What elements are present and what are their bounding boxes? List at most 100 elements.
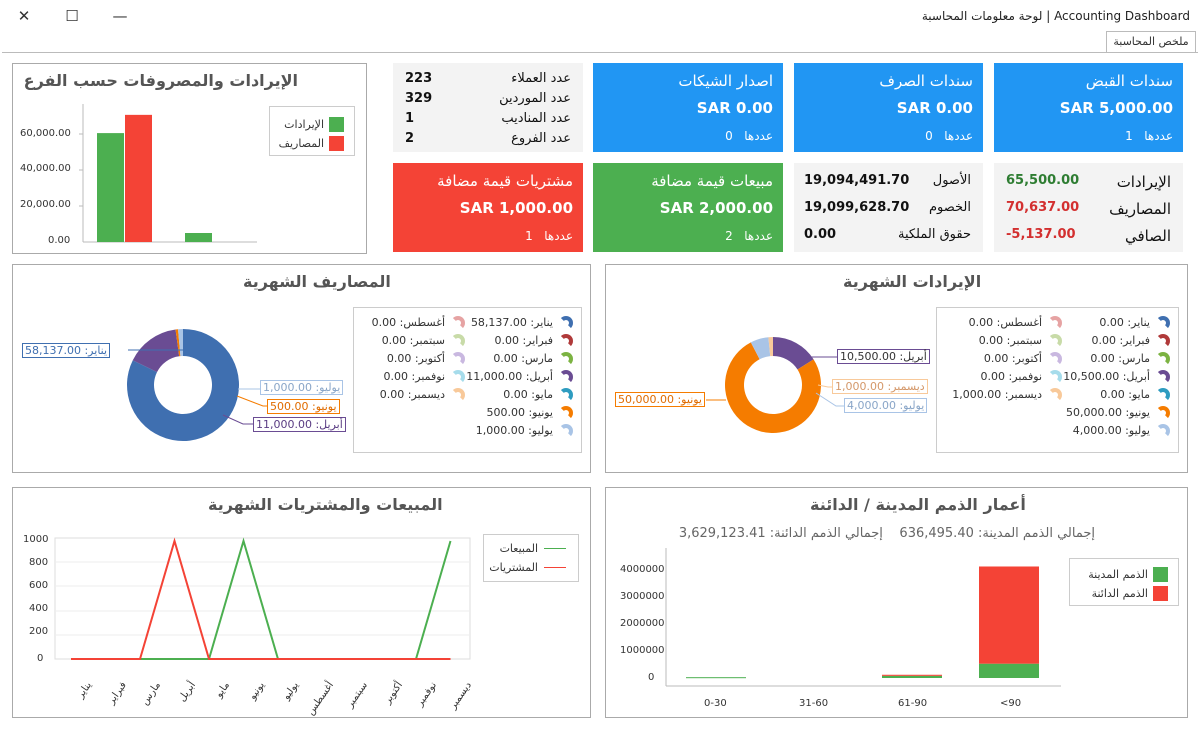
legend-entry: مايو: 0.00 [503, 388, 553, 401]
aging-bar-receivable [882, 675, 942, 678]
aging-summary: إجمالي الذمم المدينة: 636,495.40 إجمالي … [678, 526, 1095, 541]
sales-legend: المبيعات المشتريات [483, 534, 579, 582]
maximize-icon[interactable]: ☐ [65, 7, 79, 25]
legend-arc-icon [559, 424, 573, 438]
legend-arc-icon [559, 370, 573, 384]
legend-arc-icon [451, 316, 465, 330]
bar-0-1 [185, 233, 212, 242]
revenues-donut [706, 337, 844, 433]
tile-title: سندات الصرف [879, 72, 973, 90]
expenses-legend: يناير: 58,137.00 فبراير: 0.00 مارس: 0.00 أب… [353, 307, 582, 453]
aging-title: أعمار الذمم المدينة / الدائنة [810, 495, 1026, 514]
legend-arc-icon [1156, 406, 1170, 420]
legend-arc-icon [559, 388, 573, 402]
legend-entry: أبريل: 10,500.00 [1063, 370, 1150, 383]
aging-bar-receivable [686, 677, 746, 679]
tile-payments[interactable]: سندات الصرف SAR 0.00 عددها 0 [794, 63, 983, 152]
x-tick: 61-90 [898, 698, 928, 709]
revenues-title: الإيرادات الشهرية [843, 272, 982, 291]
legend-arc-icon [451, 370, 465, 384]
y-tick: 4000000 [620, 564, 665, 575]
expenses-title: المصاريف الشهرية [243, 272, 391, 291]
legend-arc-icon [559, 352, 573, 366]
tile-amount: SAR 1,000.00 [459, 199, 573, 217]
aging-bar-payable [979, 566, 1039, 664]
legend-arc-icon [1156, 424, 1170, 438]
tile-amount: SAR 5,000.00 [1059, 99, 1173, 117]
legend-arc-icon [1156, 370, 1170, 384]
pie-callout: ديسمبر: 1,000.00 [832, 379, 928, 394]
income-label: الإيرادات [1116, 173, 1171, 191]
count-value: 329 [405, 91, 433, 106]
legend-arc-icon [1156, 352, 1170, 366]
y-tick: 1000000 [620, 645, 665, 656]
count-value: 223 [405, 71, 433, 86]
legend-entry: أبريل: 11,000.00 [466, 370, 553, 383]
legend-label: المصاريف [278, 137, 324, 150]
aging-bar-receivable [979, 663, 1039, 678]
tile-vat-sales[interactable]: مبيعات قيمة مضافة SAR 2,000.00 عددها 2 [593, 163, 783, 252]
branch-chart-panel: الإيرادات والمصروفات حسب الفرع 60,000.00… [12, 63, 367, 254]
sales-line-chart [54, 537, 471, 660]
balance-value: 19,099,628.70 [804, 200, 910, 215]
donut-slice [750, 337, 771, 360]
legend-entry: أكتوبر: 0.00 [983, 352, 1042, 365]
pie-callout: يوليو: 4,000.00 [844, 398, 928, 413]
legend-entry: يوليو: 4,000.00 [1072, 424, 1150, 437]
window-title: Accounting Dashboard | لوحة معلومات المح… [921, 9, 1190, 23]
tile-title: مبيعات قيمة مضافة [651, 172, 773, 190]
minimize-icon[interactable]: — [112, 7, 128, 25]
x-tick: <90 [1000, 698, 1022, 709]
donut-slice [175, 329, 181, 357]
legend-entry: سبتمبر: 0.00 [381, 334, 445, 347]
balance-box: الأصول 19,094,491.70 الخصوم 19,099,628.7… [794, 163, 983, 252]
close-icon[interactable]: ✕ [17, 7, 31, 25]
donut-slice [725, 342, 821, 433]
count-label: عدد المناديب [501, 111, 571, 126]
y-tick: 0 [648, 672, 655, 683]
title-bar: ✕ ☐ — Accounting Dashboard | لوحة معلوما… [0, 0, 1200, 32]
count-label: عدد العملاء [511, 71, 571, 86]
aging-bar-payable [882, 674, 942, 676]
legend-entry: يونيو: 500.00 [486, 406, 553, 419]
aging-bar-chart [665, 548, 1061, 687]
sales-title: المبيعات والمشتريات الشهرية [208, 495, 443, 514]
legend-arc-icon [559, 316, 573, 330]
legend-entry: أكتوبر: 0.00 [386, 352, 445, 365]
pie-callout: أبريل: 10,500.00 [837, 349, 930, 364]
aging-panel: أعمار الذمم المدينة / الدائنة إجمالي الذ… [605, 487, 1188, 718]
revenues-legend: يناير: 0.00 فبراير: 0.00 مارس: 0.00 أبريل: … [936, 307, 1179, 453]
pie-callout: يونيو: 500.00 [267, 399, 340, 414]
legend-arc-icon [559, 334, 573, 348]
legend-arc-icon [451, 352, 465, 366]
y-tick: 3000000 [620, 591, 665, 602]
tile-vat-purchases[interactable]: مشتريات قيمة مضافة SAR 1,000.00 عددها 1 [393, 163, 583, 252]
count-value: 1 [405, 111, 415, 126]
income-label: الصافي [1125, 227, 1171, 245]
y-tick: 40,000.00 [20, 163, 71, 174]
income-box: الإيرادات 65,500.00 المصاريف 70,637.00 ا… [994, 163, 1183, 252]
legend-entry: سبتمبر: 0.00 [978, 334, 1042, 347]
legend-arc-icon [1156, 388, 1170, 402]
pie-callout: يناير: 58,137.00 [22, 343, 111, 358]
balance-label: الأصول [932, 173, 971, 188]
tile-receipts[interactable]: سندات القبض SAR 5,000.00 عددها 1 [994, 63, 1183, 152]
income-value: 65,500.00 [1006, 173, 1080, 188]
legend-arc-icon [1048, 334, 1062, 348]
branch-chart-title: الإيرادات والمصروفات حسب الفرع [23, 71, 298, 90]
legend-swatch [1153, 586, 1168, 601]
balance-value: 19,094,491.70 [804, 173, 910, 188]
y-tick: 800 [29, 557, 49, 568]
legend-entry: مارس: 0.00 [493, 352, 553, 365]
pie-callout: أبريل: 11,000.00 [253, 417, 346, 432]
tile-checks[interactable]: اصدار الشيكات SAR 0.00 عددها 0 [593, 63, 783, 152]
balance-label: حقوق الملكية [897, 227, 971, 242]
income-value: 70,637.00 [1006, 200, 1080, 215]
tab-accounting-summary[interactable]: ملخص المحاسبة [1106, 31, 1196, 53]
tile-title: سندات القبض [1085, 72, 1173, 90]
tile-amount: SAR 0.00 [696, 99, 773, 117]
series-line [71, 537, 452, 660]
legend-arc-icon [1048, 316, 1062, 330]
counts-box: عدد العملاء 223 عدد الموردين 329 عدد الم… [393, 63, 583, 152]
tile-count: عددها 0 [725, 129, 773, 143]
